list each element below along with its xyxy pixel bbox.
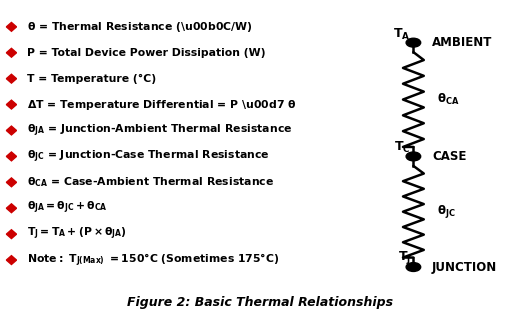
Text: $\mathbf{\theta_{JA} = \theta_{JC} + \theta_{CA}}$: $\mathbf{\theta_{JA} = \theta_{JC} + \th… (27, 200, 108, 216)
Polygon shape (6, 256, 17, 264)
Polygon shape (6, 74, 17, 83)
Polygon shape (6, 100, 17, 109)
Circle shape (406, 263, 421, 271)
Text: AMBIENT: AMBIENT (432, 36, 492, 49)
Polygon shape (6, 152, 17, 161)
Text: $\mathbf{Note:}$ $\mathit{\mathbf{T_{J(Max)}}}$ $\mathit{\mathbf{= 150°C\ (Somet: $\mathbf{Note:}$ $\mathit{\mathbf{T_{J(M… (27, 251, 279, 269)
Text: CASE: CASE (432, 150, 466, 163)
Text: $\mathbf{\theta_{JC}}$: $\mathbf{\theta_{JC}}$ (437, 203, 456, 220)
Text: $\mathbf{\theta_{CA}}$ = Case-Ambient Thermal Resistance: $\mathbf{\theta_{CA}}$ = Case-Ambient Th… (27, 175, 274, 189)
Text: $\mathbf{T_C}$: $\mathbf{T_C}$ (394, 140, 411, 155)
Polygon shape (6, 230, 17, 239)
Text: $\mathbf{T_J}$: $\mathbf{T_J}$ (398, 249, 411, 266)
Text: $\mathbf{\Delta T}$ = Temperature Differential = P \u00d7 $\mathbf{\theta}$: $\mathbf{\Delta T}$ = Temperature Differ… (27, 98, 296, 112)
Text: Figure 2: Basic Thermal Relationships: Figure 2: Basic Thermal Relationships (127, 296, 393, 309)
Polygon shape (6, 48, 17, 57)
Polygon shape (6, 204, 17, 213)
Polygon shape (6, 178, 17, 187)
Text: T = Temperature (°C): T = Temperature (°C) (27, 74, 156, 84)
Polygon shape (6, 22, 17, 31)
Text: $\mathbf{T_A}$: $\mathbf{T_A}$ (394, 27, 411, 42)
Text: $\mathbf{\theta_{JC}}$ = Junction-Case Thermal Resistance: $\mathbf{\theta_{JC}}$ = Junction-Case T… (27, 148, 270, 165)
Text: $\mathbf{\theta_{CA}}$: $\mathbf{\theta_{CA}}$ (437, 92, 459, 107)
Polygon shape (6, 126, 17, 135)
Text: $\mathbf{T_J = T_A + (P \times \theta_{JA})}$: $\mathbf{T_J = T_A + (P \times \theta_{J… (27, 226, 127, 242)
Text: $\mathbf{\theta}$ = Thermal Resistance (\u00b0C/W): $\mathbf{\theta}$ = Thermal Resistance (… (27, 20, 253, 34)
Circle shape (406, 38, 421, 47)
Text: JUNCTION: JUNCTION (432, 260, 497, 274)
Circle shape (406, 152, 421, 161)
Text: $\mathbf{\theta_{JA}}$ = Junction-Ambient Thermal Resistance: $\mathbf{\theta_{JA}}$ = Junction-Ambien… (27, 122, 292, 139)
Text: P = Total Device Power Dissipation (W): P = Total Device Power Dissipation (W) (27, 48, 266, 58)
